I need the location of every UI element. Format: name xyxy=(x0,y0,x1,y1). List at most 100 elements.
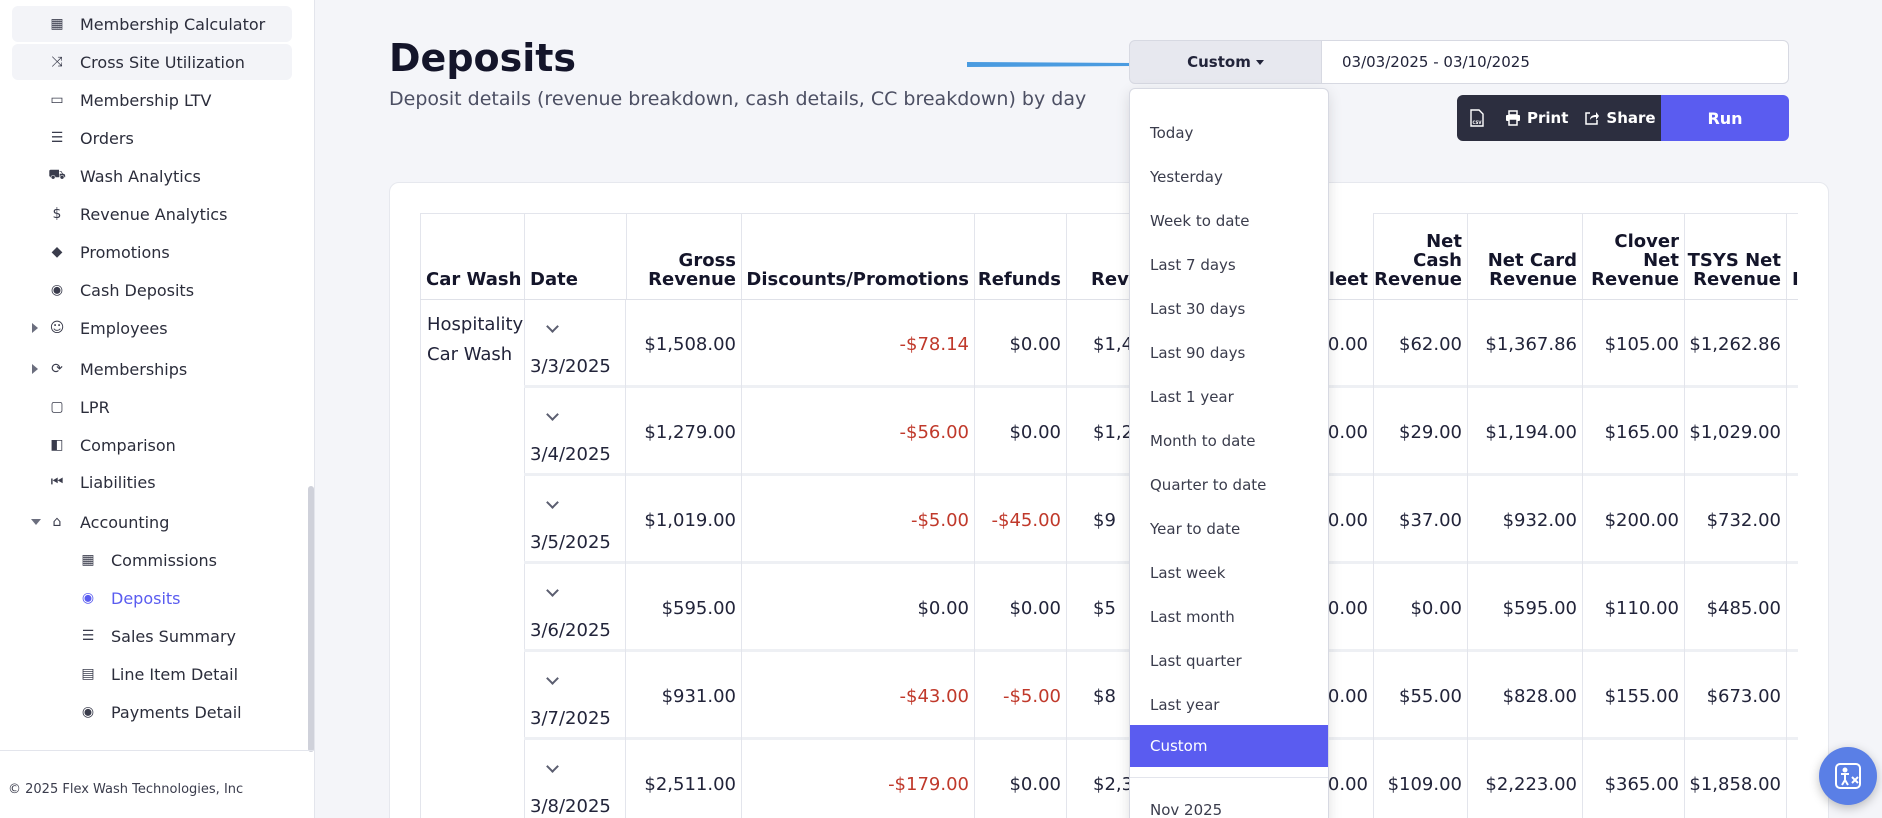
clover-cell: $365.00 xyxy=(1583,740,1685,818)
sidebar-item-employees[interactable]: ☺ Employees xyxy=(12,310,292,346)
sidebar-item-revenue-analytics[interactable]: $ Revenue Analytics xyxy=(12,196,292,232)
sidebar-item-comparison[interactable]: ◧ Comparison xyxy=(12,427,292,463)
menu-item-last-7-days[interactable]: Last 7 days xyxy=(1150,256,1236,274)
fleet-partial-cell: 50.00 xyxy=(1316,740,1374,818)
print-button[interactable]: Print xyxy=(1505,95,1568,141)
money-icon: ◉ xyxy=(81,590,95,606)
expand-chevron-icon[interactable] xyxy=(546,672,559,685)
gross-revenue-cell: $1,508.00 xyxy=(627,300,742,388)
header-net-card-revenue[interactable]: Net Card Revenue xyxy=(1468,213,1583,299)
sidebar-item-membership-ltv[interactable]: ▭ Membership LTV xyxy=(12,82,292,118)
csv-export-button[interactable]: CSV xyxy=(1469,95,1491,141)
csv-file-icon: CSV xyxy=(1470,109,1484,127)
clover-cell: $110.00 xyxy=(1583,564,1685,652)
sidebar-item-wash-analytics[interactable]: ⛟ Wash Analytics xyxy=(48,166,201,186)
sidebar-scrollbar[interactable] xyxy=(308,486,314,752)
sidebar-item-cash-deposits[interactable]: ◉ Cash Deposits xyxy=(12,272,292,308)
net-card-cell: $932.00 xyxy=(1468,476,1583,564)
fleet-partial-cell: 50.00 xyxy=(1316,300,1374,388)
net-cash-cell: $37.00 xyxy=(1374,476,1468,564)
net-card-cell: $828.00 xyxy=(1468,652,1583,740)
revenue-partial-cell: $5 xyxy=(1093,597,1116,619)
sidebar-item-lpr[interactable]: ▢ LPR xyxy=(12,389,292,425)
clover-cell: $155.00 xyxy=(1583,652,1685,740)
calculator-icon: ▦ xyxy=(81,552,95,568)
discounts-cell: -$5.00 xyxy=(742,476,975,564)
menu-item-last-quarter[interactable]: Last quarter xyxy=(1150,652,1242,670)
sidebar-item-line-item-detail[interactable]: ▤ Line Item Detail xyxy=(12,656,292,692)
header-date[interactable]: Date xyxy=(525,213,627,299)
table-row: 3/8/2025 $2,511.00 -$179.00 $0.00 $2,3 5… xyxy=(524,740,1798,818)
users-icon: ☺ xyxy=(49,320,65,336)
menu-item-custom[interactable]: Custom xyxy=(1130,725,1328,767)
header-car-wash[interactable]: Car Wash xyxy=(420,213,525,299)
run-button[interactable]: Run xyxy=(1661,95,1789,141)
date-preset-menu: Today Yesterday Week to date Last 7 days… xyxy=(1129,88,1329,818)
discounts-cell: -$56.00 xyxy=(742,388,975,476)
share-icon xyxy=(1585,112,1600,125)
refresh-icon: ⟳ xyxy=(51,361,63,377)
menu-item-week-to-date[interactable]: Week to date xyxy=(1150,212,1250,230)
money-icon: ◉ xyxy=(50,282,64,298)
header-refunds[interactable]: Refunds xyxy=(975,213,1067,299)
expand-chevron-icon[interactable] xyxy=(546,320,559,333)
sidebar-item-cross-site-utilization[interactable]: ⤨ Cross Site Utilization xyxy=(12,44,292,80)
revenue-partial-cell: $9 xyxy=(1093,509,1116,531)
sidebar-item-accounting[interactable]: ⌂ Accounting xyxy=(12,504,292,540)
expand-chevron-icon[interactable] xyxy=(546,760,559,773)
refunds-cell: $0.00 xyxy=(975,300,1067,388)
menu-item-last-year[interactable]: Last year xyxy=(1150,696,1220,714)
clover-cell: $200.00 xyxy=(1583,476,1685,564)
sidebar-item-commissions[interactable]: ▦ Commissions xyxy=(12,542,292,578)
caret-down-icon xyxy=(1255,59,1264,65)
share-button[interactable]: Share xyxy=(1584,95,1656,141)
date-range-input[interactable]: 03/03/2025 - 03/10/2025 xyxy=(1321,40,1789,84)
sidebar-item-sales-summary[interactable]: ☰ Sales Summary xyxy=(12,618,292,654)
header-next-partial[interactable]: I xyxy=(1787,213,1798,299)
menu-item-last-1-year[interactable]: Last 1 year xyxy=(1150,388,1234,406)
header-gross-revenue[interactable]: Gross Revenue xyxy=(627,213,742,299)
menu-item-today[interactable]: Today xyxy=(1150,124,1194,142)
header-tsys-net-revenue[interactable]: TSYS Net Revenue xyxy=(1685,213,1787,299)
header-net-cash-revenue[interactable]: Net Cash Revenue xyxy=(1374,213,1468,299)
sidebar-item-deposits[interactable]: ◉ Deposits xyxy=(12,580,292,616)
discounts-cell: $0.00 xyxy=(742,564,975,652)
sidebar-item-membership-calculator[interactable]: ▦ Membership Calculator xyxy=(12,6,292,42)
sidebar-item-memberships[interactable]: ⟳ Memberships xyxy=(12,351,292,387)
menu-item-last-90-days[interactable]: Last 90 days xyxy=(1150,344,1246,362)
header-discounts-promotions[interactable]: Discounts/Promotions xyxy=(742,213,975,299)
sidebar-item-promotions[interactable]: ◆ Promotions xyxy=(12,234,292,270)
menu-item-month-to-date[interactable]: Month to date xyxy=(1150,432,1256,450)
header-fleet-partial[interactable]: leet xyxy=(1329,213,1374,299)
accessibility-icon xyxy=(1835,763,1861,789)
menu-divider xyxy=(1130,777,1328,778)
menu-item-last-month[interactable]: Last month xyxy=(1150,608,1235,626)
expand-chevron-icon[interactable] xyxy=(546,496,559,509)
sidebar-item-orders[interactable]: ☰ Orders xyxy=(12,120,292,156)
sidebar-item-payments-detail[interactable]: ◉ Payments Detail xyxy=(12,694,292,730)
caret-right-icon xyxy=(32,323,38,333)
menu-item-nov-2025[interactable]: Nov 2025 xyxy=(1150,801,1223,818)
gross-revenue-cell: $2,511.00 xyxy=(627,740,742,818)
date-cell: 3/5/2025 xyxy=(524,476,626,564)
accessibility-widget-button[interactable] xyxy=(1819,747,1877,805)
sidebar-item-liabilities[interactable]: ⏮ Liabilities xyxy=(12,464,292,500)
net-cash-cell: $62.00 xyxy=(1374,300,1468,388)
header-clover-net-revenue[interactable]: Clover Net Revenue xyxy=(1583,213,1685,299)
menu-item-quarter-to-date[interactable]: Quarter to date xyxy=(1150,476,1267,494)
svg-text:CSV: CSV xyxy=(1473,120,1483,125)
menu-item-year-to-date[interactable]: Year to date xyxy=(1150,520,1241,538)
refunds-cell: $0.00 xyxy=(975,388,1067,476)
menu-item-last-30-days[interactable]: Last 30 days xyxy=(1150,300,1246,318)
menu-item-yesterday[interactable]: Yesterday xyxy=(1150,168,1223,186)
date-range-preset-button[interactable]: Custom xyxy=(1129,40,1322,84)
caret-down-icon xyxy=(31,519,41,525)
menu-item-last-week[interactable]: Last week xyxy=(1150,564,1226,582)
gross-revenue-cell: $1,019.00 xyxy=(627,476,742,564)
expand-chevron-icon[interactable] xyxy=(546,408,559,421)
revenue-partial-cell: $1,4 xyxy=(1093,333,1134,355)
expand-chevron-icon[interactable] xyxy=(546,584,559,597)
header-revenue-partial[interactable]: Rev xyxy=(1067,213,1177,299)
fleet-partial-cell: 50.00 xyxy=(1316,476,1374,564)
fleet-partial-cell: 50.00 xyxy=(1316,564,1374,652)
